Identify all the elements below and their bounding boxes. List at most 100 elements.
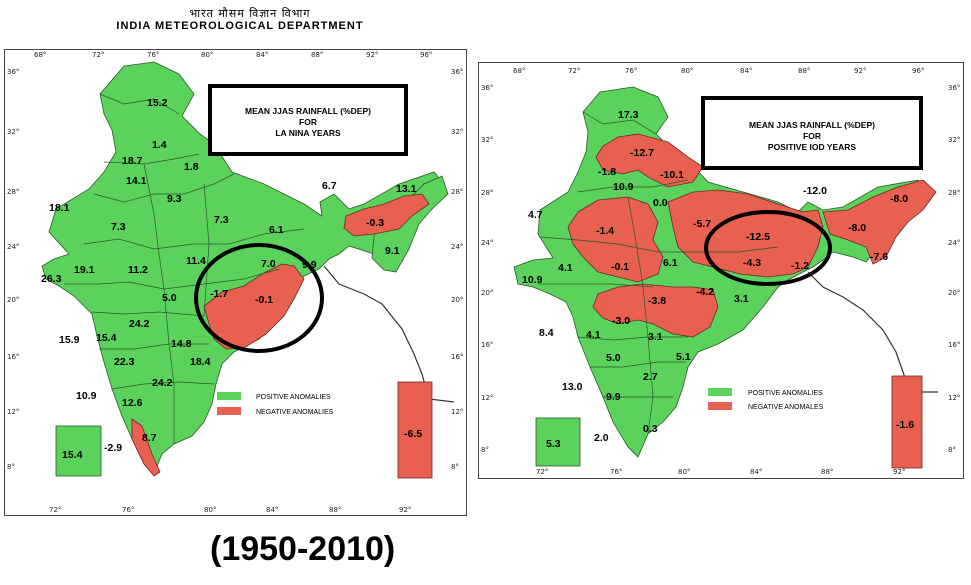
- lon-tick: 92°: [893, 468, 905, 476]
- subdivision-value: -1.4: [596, 225, 614, 237]
- lat-tick: 36°: [7, 68, 19, 76]
- lat-tick: 28°: [451, 188, 463, 196]
- lon-ticks-top: 68° 72° 76° 80° 84° 88° 92° 96°: [513, 67, 924, 75]
- imd-department-header: INDIA METEOROLOGICAL DEPARTMENT: [116, 20, 364, 32]
- subdivision-value: 7.0: [261, 258, 276, 270]
- subdivision-value: 15.4: [62, 449, 83, 461]
- map-title-line: POSITIVE IOD YEARS: [768, 142, 857, 152]
- subdivision-value: 17.3: [618, 109, 639, 121]
- north-negative-region: [595, 133, 704, 188]
- subdivision-values: 15.2 1.4 1.8 18.7 14.1 9.3 18.1 7.3 7.3 …: [41, 97, 422, 461]
- map-title-line: FOR: [803, 131, 821, 141]
- lat-tick: 12°: [451, 408, 463, 416]
- kerala-negative-region: [131, 418, 161, 477]
- lon-tick: 68°: [513, 67, 525, 75]
- subdivision-value: 8.7: [142, 432, 157, 444]
- lat-tick: 8°: [948, 446, 956, 454]
- subdivision-value: 9.9: [302, 259, 317, 271]
- lon-tick: 76°: [122, 506, 134, 514]
- lat-ticks-right: 36° 32° 28° 24° 20° 16° 12° 8°: [451, 68, 463, 471]
- subdivision-value: 2.7: [643, 371, 658, 383]
- andaman-nicobar-inset: [891, 375, 923, 469]
- subdivision-value: -2.9: [104, 442, 122, 454]
- lon-tick: 84°: [256, 51, 268, 59]
- lon-tick: 80°: [681, 67, 693, 75]
- period-label: (1950-2010): [210, 530, 396, 568]
- lon-tick: 76°: [147, 51, 159, 59]
- lat-tick: 24°: [7, 243, 19, 251]
- andaman-nicobar-inset: [397, 381, 433, 479]
- map-la-nina-panel: 68° 72° 76° 80° 84° 88° 92° 96° 72° 76° …: [4, 44, 470, 518]
- lon-ticks-bottom: 72° 76° 80° 84° 88° 92°: [49, 506, 411, 514]
- subdivision-value: -7.6: [870, 251, 888, 263]
- lon-tick: 84°: [740, 67, 752, 75]
- map-title-line: LA NINA YEARS: [275, 128, 341, 138]
- subdivision-value: -0.1: [255, 294, 273, 306]
- subdivision-value: 15.4: [96, 332, 117, 344]
- legend-positive-label: POSITIVE ANOMALIES: [748, 390, 823, 397]
- lat-tick: 32°: [451, 128, 463, 136]
- lat-tick: 28°: [7, 188, 19, 196]
- map-frame: [478, 62, 964, 479]
- subdivision-lines: [538, 111, 779, 435]
- lat-tick: 24°: [481, 239, 493, 247]
- subdivision-value: -1.8: [598, 166, 616, 178]
- subdivision-value: 11.4: [186, 255, 206, 267]
- lon-tick: 88°: [821, 468, 833, 476]
- lon-tick: 84°: [266, 506, 278, 514]
- map-title-line: MEAN JJAS RAINFALL (%DEP): [749, 120, 875, 130]
- subdivision-value: 13.1: [396, 183, 417, 195]
- bangladesh-coast: [323, 265, 455, 403]
- lat-ticks-left: 36° 32° 28° 24° 20° 16° 12° 8°: [481, 84, 493, 454]
- lat-tick: 20°: [481, 289, 493, 297]
- lat-tick: 12°: [481, 394, 493, 402]
- subdivision-value: 9.9: [606, 391, 621, 403]
- lat-tick: 20°: [948, 289, 960, 297]
- lon-tick: 72°: [536, 468, 548, 476]
- legend-negative-label: NEGATIVE ANOMALES: [748, 404, 824, 411]
- subdivision-value: 6.1: [269, 224, 284, 236]
- lon-tick: 92°: [366, 51, 378, 59]
- lon-tick: 92°: [399, 506, 411, 514]
- lat-tick: 16°: [481, 341, 493, 349]
- subdivision-value: -0.1: [611, 261, 629, 273]
- lon-tick: 88°: [798, 67, 810, 75]
- subdivision-value: 7.3: [214, 214, 229, 226]
- lon-tick: 96°: [420, 51, 432, 59]
- lat-tick: 32°: [948, 136, 960, 144]
- subdivision-values: 17.3 -12.7 -1.8 -10.1 10.9 0.0 -12.0 4.7…: [522, 109, 914, 450]
- subdivision-value: 7.3: [111, 221, 126, 233]
- lon-tick: 68°: [34, 51, 46, 59]
- subdivision-value: 9.1: [385, 245, 400, 257]
- subdivision-value: 24.2: [129, 318, 150, 330]
- lat-tick: 32°: [7, 128, 19, 136]
- subdivision-value: -8.0: [890, 193, 908, 205]
- subdivision-value: -4.3: [743, 257, 761, 269]
- subdivision-value: -5.7: [693, 218, 711, 230]
- lon-tick: 80°: [678, 468, 690, 476]
- legend-positive-label: POSITIVE ANOMALIES: [256, 394, 331, 401]
- lat-tick: 12°: [7, 408, 19, 416]
- lat-tick: 16°: [7, 353, 19, 361]
- lat-tick: 12°: [948, 394, 960, 402]
- subdivision-value: 5.3: [546, 438, 561, 450]
- subdivision-value: 4.1: [558, 262, 573, 274]
- subdivision-value: 2.0: [594, 432, 609, 444]
- subdivision-value: -6.5: [404, 428, 422, 440]
- legend-positive-swatch: [217, 392, 241, 400]
- map-positive-iod-svg: 68° 72° 76° 80° 84° 88° 92° 96° 72° 76° …: [478, 62, 964, 479]
- subdivision-value: 12.6: [122, 397, 143, 409]
- subdivision-value: -8.0: [848, 222, 866, 234]
- map-title-box: [701, 96, 923, 170]
- subdivision-value: -10.1: [660, 169, 684, 181]
- subdivision-value: 10.9: [613, 181, 634, 193]
- subdivision-value: 22.3: [114, 356, 135, 368]
- subdivision-value: 18.7: [122, 155, 143, 167]
- subdivision-value: 15.9: [59, 334, 80, 346]
- subdivision-value: -1.6: [896, 419, 914, 431]
- lon-tick: 80°: [201, 51, 213, 59]
- subdivision-value: 3.1: [734, 293, 749, 305]
- bangladesh-coast: [807, 271, 938, 393]
- lon-tick: 72°: [568, 67, 580, 75]
- subdivision-value: -12.0: [803, 185, 827, 197]
